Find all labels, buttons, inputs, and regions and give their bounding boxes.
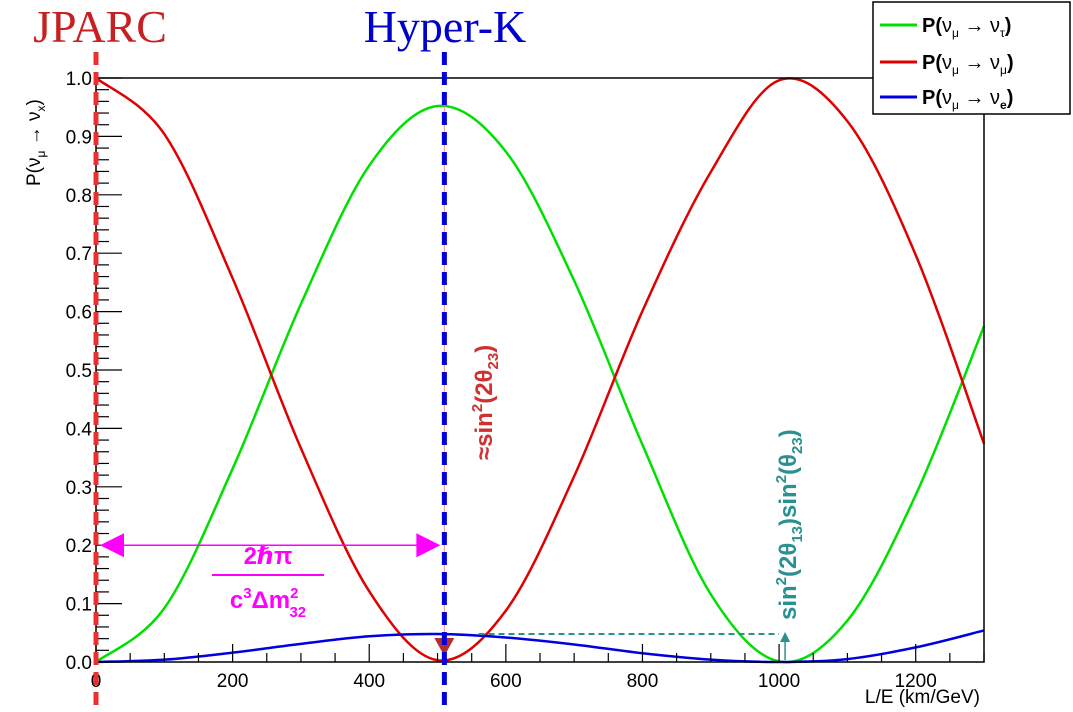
amplitude-23-label: ≈sin2(2θ23) bbox=[469, 345, 502, 460]
period-denominator: c3Δm2 32 bbox=[230, 585, 306, 621]
jparc-label: JPARC bbox=[33, 1, 167, 52]
amplitude-23-arrowhead bbox=[434, 638, 455, 656]
legend-box bbox=[872, 1, 1071, 115]
y-tick-label: 0.1 bbox=[66, 595, 92, 616]
hyperk-label: Hyper-K bbox=[364, 1, 527, 52]
legend-entry-e: P(νμ → νe) bbox=[880, 87, 1013, 112]
y-tick-label: 0.0 bbox=[66, 653, 92, 674]
y-tick-label: 0.2 bbox=[66, 536, 92, 557]
x-tick-label: 200 bbox=[217, 671, 249, 692]
legend-entry-mu: P(νμ → νμ) bbox=[880, 52, 1014, 77]
y-tick-label: 0.6 bbox=[66, 303, 92, 324]
amplitude-13-annotation: sin2(2θ13)sin2(θ23) bbox=[478, 429, 806, 660]
y-tick-label: 0.5 bbox=[66, 361, 92, 382]
legend-label-e: P(νμ → νe) bbox=[922, 87, 1013, 112]
legend-entry-tau: P(νμ → ντ) bbox=[880, 15, 1011, 40]
amplitude-23-annotation: ≈sin2(2θ23) bbox=[434, 106, 502, 656]
legend: P(νμ → ντ) P(νμ → νμ) P(νμ → νe) bbox=[872, 1, 1071, 115]
legend-label-tau: P(νμ → ντ) bbox=[922, 15, 1011, 40]
y-axis-label: P(νμ → νx) bbox=[24, 99, 48, 186]
x-tick-label: 800 bbox=[627, 671, 659, 692]
y-tick-label: 0.4 bbox=[66, 419, 93, 440]
amplitude-13-label: sin2(2θ13)sin2(θ23) bbox=[773, 429, 806, 620]
x-tick-label: 1200 bbox=[895, 671, 937, 692]
x-axis-ticks: 020040060080010001200 bbox=[91, 644, 985, 692]
y-tick-label: 1.0 bbox=[66, 69, 92, 90]
period-arrowhead-right bbox=[416, 533, 441, 558]
series-line-mu bbox=[95, 77, 986, 662]
curves-layer bbox=[95, 77, 986, 664]
amplitude-13-arrowhead bbox=[780, 631, 791, 642]
experiment-markers: JPARC Hyper-K bbox=[33, 1, 526, 710]
period-annotation: 2ℏπ c3Δm2 32 bbox=[100, 533, 441, 621]
period-numerator: 2ℏπ bbox=[244, 543, 293, 570]
period-arrowhead-left bbox=[100, 533, 124, 558]
y-tick-label: 0.8 bbox=[66, 186, 92, 207]
series-line-e bbox=[95, 629, 985, 664]
x-tick-label: 400 bbox=[353, 671, 385, 692]
x-tick-label: 1000 bbox=[758, 671, 800, 692]
y-tick-label: 0.7 bbox=[66, 244, 92, 265]
legend-label-mu: P(νμ → νμ) bbox=[922, 52, 1014, 77]
y-tick-label: 0.9 bbox=[66, 127, 92, 148]
x-tick-label: 600 bbox=[490, 671, 522, 692]
series-line-tau bbox=[95, 104, 986, 664]
x-axis-label: L/E (km/GeV) bbox=[865, 687, 980, 708]
y-tick-label: 0.3 bbox=[66, 478, 92, 499]
